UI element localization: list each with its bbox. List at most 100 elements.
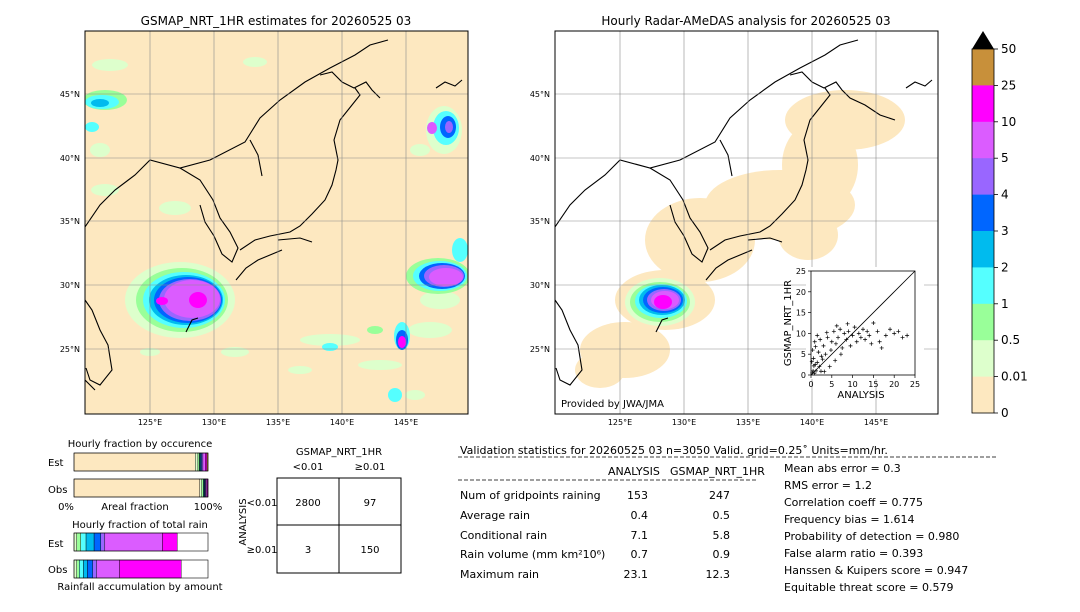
fraction-segment <box>197 452 200 472</box>
scatter-y-tick-label: 0 <box>801 371 806 380</box>
total-rain-title: Hourly fraction of total rain <box>72 520 208 531</box>
colorbar-band <box>972 231 994 268</box>
stats-row-label: Average rain <box>460 509 530 522</box>
scatter-point <box>833 358 838 363</box>
stats-col-analysis: ANALYSIS <box>608 465 660 478</box>
right-map-title: Hourly Radar-AMeDAS analysis for 2026052… <box>601 14 890 28</box>
left-lon-label: 130°E <box>202 418 226 427</box>
fraction-segment <box>93 532 101 552</box>
stats-row-label: Conditional rain <box>460 529 548 542</box>
left-lon-labels: 125°E 130°E 135°E 140°E 145°E <box>138 418 418 427</box>
scatter-point <box>823 352 828 357</box>
scatter-point <box>812 339 817 344</box>
left-lat-label: 35°N <box>60 217 80 226</box>
stats-row-gsmap: 0.9 <box>712 548 731 561</box>
right-lat-label: 35°N <box>530 217 550 226</box>
scatter-point <box>875 329 880 334</box>
left-lon-label: 135°E <box>266 418 290 427</box>
scatter-x-tick-label: 10 <box>848 380 858 389</box>
occurrence-obs-label: Obs <box>48 485 67 496</box>
right-lon-label: 140°E <box>800 418 824 427</box>
score-line: RMS error = 1.2 <box>784 479 872 492</box>
scatter-point <box>900 335 905 340</box>
scatter-x-tick-label: 15 <box>868 380 878 389</box>
fraction-segment <box>76 559 80 579</box>
total-rain-obs-label: Obs <box>48 565 67 576</box>
colorbar-label: 0.5 <box>1001 333 1020 347</box>
fraction-segment <box>80 532 87 552</box>
right-lat-label: 45°N <box>530 90 550 99</box>
colorbar-band <box>972 194 994 232</box>
occurrence-x-label: Areal fraction <box>101 502 168 513</box>
fraction-segment <box>87 559 93 579</box>
scatter-point <box>863 337 868 342</box>
scatter-point <box>838 352 843 357</box>
left-lat-labels: 45°N 40°N 35°N 30°N 25°N <box>60 90 80 354</box>
scatter-x-tick-label: 5 <box>829 380 834 389</box>
scatter-point <box>831 329 836 334</box>
scatter-point <box>813 344 818 349</box>
left-lat-label: 25°N <box>60 345 80 354</box>
total-rain-est-label: Est <box>48 539 64 550</box>
scatter-point <box>850 333 855 338</box>
stats-row-label: Num of gridpoints raining <box>460 489 601 502</box>
scatter-point <box>812 371 817 376</box>
right-rain-patch <box>625 278 695 326</box>
fraction-segment <box>73 532 77 552</box>
scatter-point <box>829 339 834 344</box>
scatter-point <box>869 341 874 346</box>
fraction-segment <box>205 452 208 472</box>
scatter-y-tick-label: 25 <box>796 267 806 276</box>
scatter-point <box>836 335 841 340</box>
scatter-point <box>840 345 845 350</box>
stats-header: Validation statistics for 20260525 03 n=… <box>460 444 888 457</box>
colorbar: 50 25 10 5 4 3 2 1 0.5 0.01 0 <box>971 31 1028 420</box>
fraction-segment <box>195 452 199 472</box>
right-lon-label: 135°E <box>736 418 760 427</box>
scatter-point <box>856 331 861 336</box>
left-map-panel: GSMAP_NRT_1HR estimates for 20260525 03 <box>60 14 469 427</box>
scatter-x-ticks: 0 5 10 15 20 25 <box>808 375 920 389</box>
scatter-points <box>809 321 910 376</box>
colorbar-label: 50 <box>1001 42 1016 56</box>
contingency-table: GSMAP_NRT_1HR <0.01 ≥0.01 ANALYSIS <0.01… <box>238 447 402 574</box>
contingency-cell: 150 <box>360 545 379 556</box>
fraction-bar-frame <box>73 478 209 498</box>
stats-row-analysis: 7.1 <box>630 529 649 542</box>
contingency-row-axis: ANALYSIS <box>238 498 249 545</box>
scatter-x-label: ANALYSIS <box>837 390 884 401</box>
scatter-point <box>892 331 897 336</box>
scatter-point <box>810 348 815 353</box>
colorbar-label: 5 <box>1001 151 1009 165</box>
occurrence-title: Hourly fraction by occurence <box>68 439 212 450</box>
colorbar-label: 10 <box>1001 115 1016 129</box>
scatter-point <box>810 370 815 375</box>
scatter-point <box>845 321 850 326</box>
left-light-rain-areas <box>90 57 460 400</box>
fraction-segment <box>76 532 81 552</box>
scatter-y-label: GSMAP_NRT_1HR <box>783 280 794 366</box>
fraction-segment <box>201 478 204 498</box>
fraction-segment <box>201 452 204 472</box>
scatter-point <box>820 357 825 362</box>
fraction-segment <box>100 532 106 552</box>
left-coastlines <box>85 39 463 391</box>
right-lat-labels: 45°N 40°N 35°N 30°N 25°N <box>530 90 550 354</box>
scatter-point <box>867 333 872 338</box>
right-lon-labels: 125°E 130°E 135°E 140°E 145°E <box>608 418 888 427</box>
scatter-point <box>827 364 832 369</box>
stats-row-label: Rain volume (mm km²10⁶) <box>460 548 606 561</box>
data-credit: Provided by JWA/JMA <box>561 399 664 410</box>
scatter-point <box>818 337 823 342</box>
scatter-y-ticks: 0 5 10 15 20 25 <box>796 267 811 380</box>
left-main-rain-patch <box>125 262 235 338</box>
occurrence-x-start: 0% <box>58 502 74 513</box>
stats-row-analysis: 0.4 <box>630 509 649 522</box>
scatter-point <box>819 354 824 359</box>
fraction-segment <box>199 478 203 498</box>
colorbar-band <box>972 340 994 377</box>
scatter-point <box>824 330 829 335</box>
fraction-segment <box>79 559 84 579</box>
scatter-point <box>811 356 816 361</box>
